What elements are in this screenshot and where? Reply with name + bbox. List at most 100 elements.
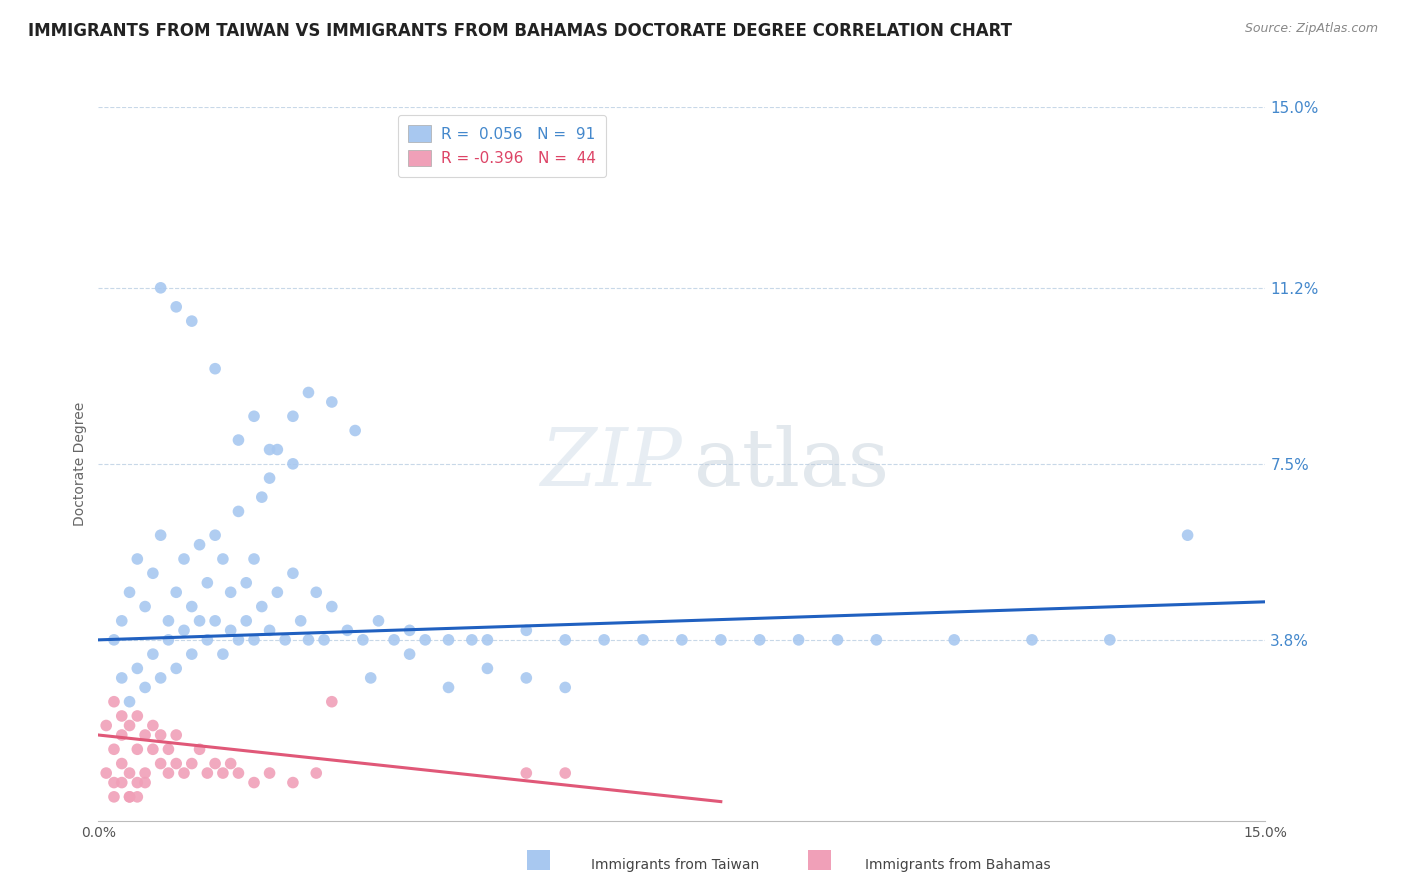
Point	[398, 647, 420, 661]
Point	[382, 632, 405, 647]
Point	[321, 695, 343, 709]
Point	[149, 528, 172, 542]
Point	[336, 624, 359, 638]
Point	[461, 632, 484, 647]
Point	[111, 775, 134, 789]
Point	[243, 775, 266, 789]
Point	[204, 756, 226, 771]
Point	[96, 718, 118, 732]
Point	[305, 766, 328, 780]
Point	[437, 681, 460, 695]
Point	[134, 599, 156, 614]
Point	[259, 442, 281, 457]
Point	[212, 766, 235, 780]
Point	[103, 789, 125, 804]
Point	[554, 681, 576, 695]
Point	[157, 766, 180, 780]
Point	[554, 766, 576, 780]
Point	[515, 624, 537, 638]
Point	[259, 766, 281, 780]
Point	[290, 614, 312, 628]
Point	[631, 632, 654, 647]
Legend: R =  0.056   N =  91, R = -0.396   N =  44: R = 0.056 N = 91, R = -0.396 N = 44	[398, 115, 606, 177]
Point	[165, 756, 187, 771]
Point	[134, 766, 156, 780]
Point	[142, 718, 165, 732]
Point	[134, 681, 156, 695]
Point	[103, 775, 125, 789]
Point	[228, 766, 250, 780]
Point	[204, 361, 226, 376]
Point	[710, 632, 733, 647]
Text: Immigrants from Bahamas: Immigrants from Bahamas	[865, 858, 1050, 872]
Point	[118, 718, 141, 732]
Point	[671, 632, 693, 647]
Point	[477, 661, 499, 675]
Point	[96, 766, 118, 780]
Point	[188, 538, 211, 552]
Point	[157, 632, 180, 647]
Point	[305, 585, 328, 599]
Point	[149, 756, 172, 771]
Point	[266, 442, 288, 457]
Point	[827, 632, 849, 647]
Point	[204, 528, 226, 542]
Point	[142, 742, 165, 756]
Point	[118, 766, 141, 780]
Point	[228, 632, 250, 647]
Point	[103, 742, 125, 756]
Point	[180, 314, 202, 328]
Point	[515, 766, 537, 780]
Point	[250, 599, 273, 614]
Point	[195, 575, 218, 590]
Point	[321, 599, 343, 614]
Point	[173, 552, 195, 566]
Y-axis label: Doctorate Degree: Doctorate Degree	[73, 401, 87, 526]
Point	[219, 624, 242, 638]
Text: atlas: atlas	[693, 425, 889, 503]
Text: IMMIGRANTS FROM TAIWAN VS IMMIGRANTS FROM BAHAMAS DOCTORATE DEGREE CORRELATION C: IMMIGRANTS FROM TAIWAN VS IMMIGRANTS FRO…	[28, 22, 1012, 40]
Point	[118, 789, 141, 804]
Point	[259, 471, 281, 485]
Point	[943, 632, 966, 647]
Point	[157, 614, 180, 628]
Point	[149, 671, 172, 685]
Point	[204, 614, 226, 628]
Point	[1177, 528, 1199, 542]
Point	[259, 624, 281, 638]
Point	[142, 566, 165, 581]
Point	[134, 728, 156, 742]
Point	[398, 624, 420, 638]
Point	[228, 433, 250, 447]
Point	[118, 585, 141, 599]
Point	[312, 632, 335, 647]
Point	[173, 766, 195, 780]
Point	[165, 728, 187, 742]
Point	[127, 789, 149, 804]
Point	[515, 671, 537, 685]
Point	[165, 585, 187, 599]
Text: ZIP: ZIP	[540, 425, 682, 502]
Point	[219, 585, 242, 599]
Point	[243, 409, 266, 424]
Point	[554, 632, 576, 647]
Point	[188, 614, 211, 628]
Point	[297, 385, 319, 400]
Point	[165, 661, 187, 675]
Point	[477, 632, 499, 647]
Point	[865, 632, 887, 647]
Point	[274, 632, 297, 647]
Point	[243, 552, 266, 566]
Point	[127, 661, 149, 675]
Point	[127, 775, 149, 789]
Point	[111, 709, 134, 723]
Point	[111, 728, 134, 742]
Point	[212, 647, 235, 661]
Point	[321, 395, 343, 409]
Point	[344, 424, 367, 438]
Point	[228, 504, 250, 518]
Point	[212, 552, 235, 566]
Point	[748, 632, 770, 647]
Point	[111, 671, 134, 685]
Point	[1098, 632, 1121, 647]
